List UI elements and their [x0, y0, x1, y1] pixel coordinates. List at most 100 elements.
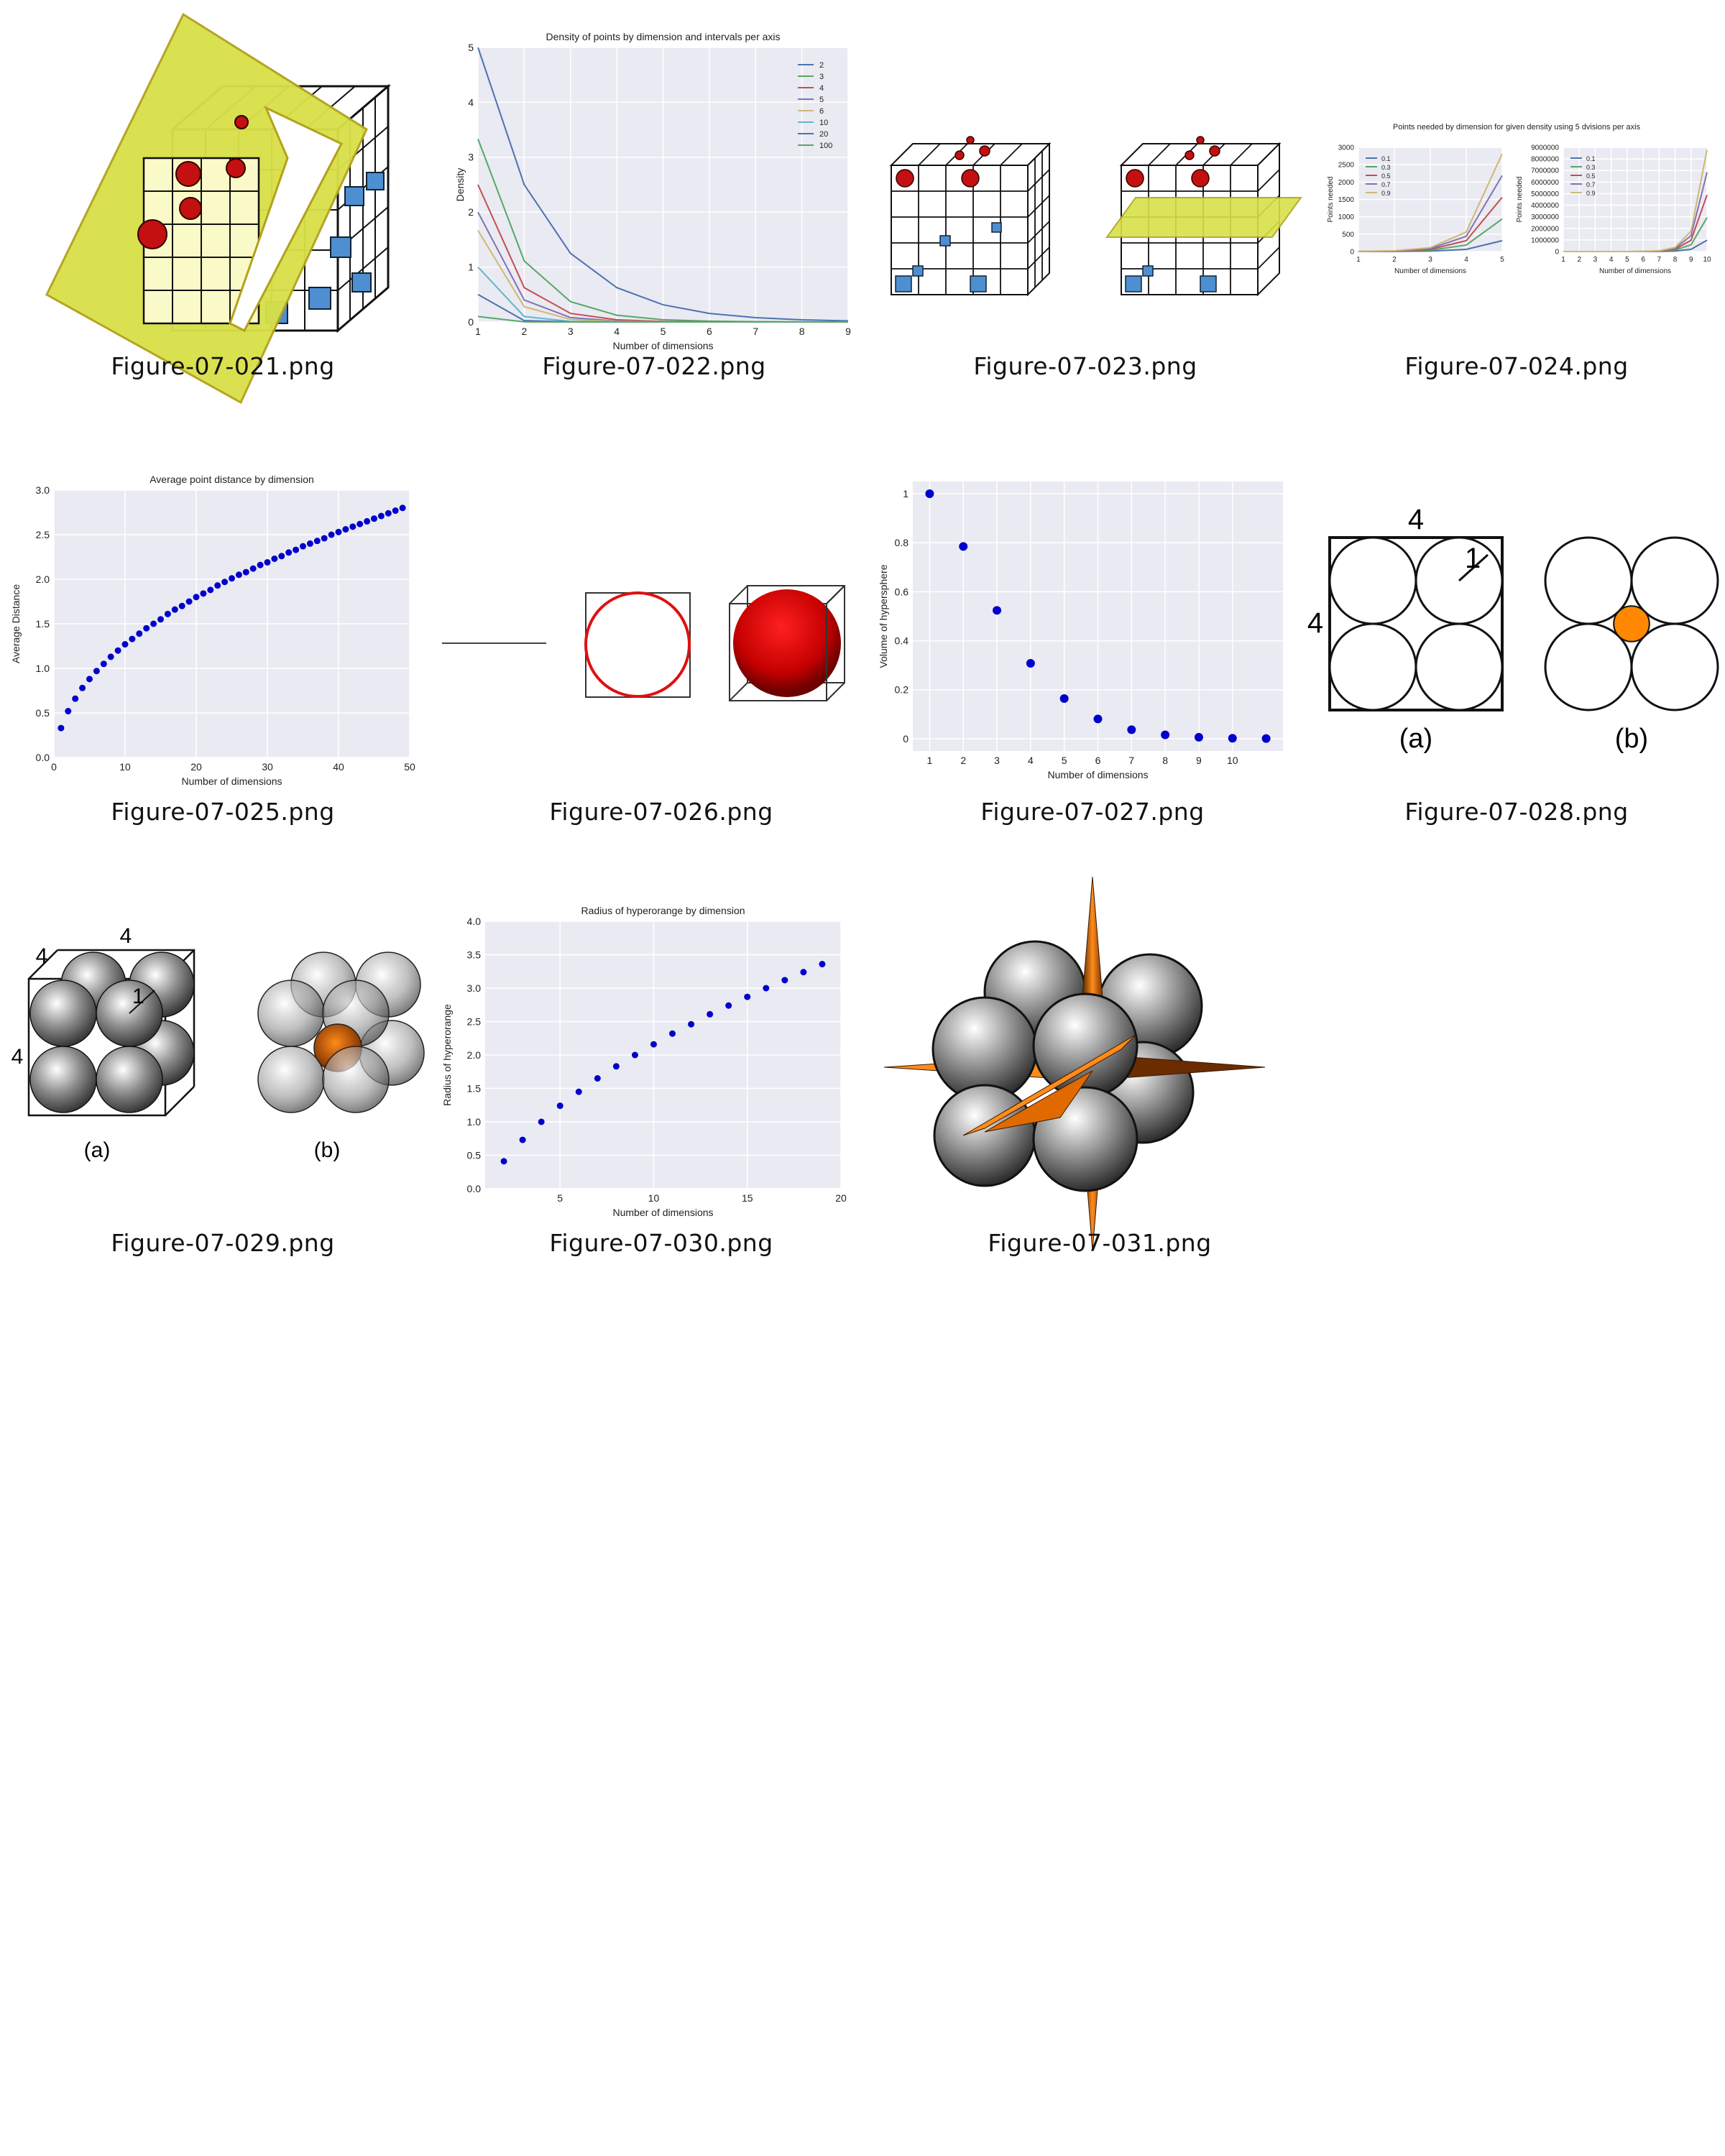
thumbnail-figure-026[interactable]: Figure-07-026.png [431, 460, 845, 834]
thumbnail-figure-021[interactable]: Figure-07-021.png [29, 12, 417, 405]
figure-031-image [883, 876, 1266, 1251]
y-tick-label: 3.0 [36, 484, 50, 496]
x-tick-label: 5 [557, 1192, 563, 1204]
data-point [364, 517, 371, 525]
y-tick-label: 6000000 [1531, 179, 1559, 187]
data-point [631, 1051, 638, 1059]
data-point [1194, 732, 1203, 742]
thumbnail-figure-022[interactable]: 1 2 3 4 5 6 7 8 9 0 1 2 3 4 5 Density of points by dime… [454, 14, 851, 388]
x-tick-label: 10 [648, 1192, 660, 1204]
data-point [157, 616, 164, 623]
thumbnail-filename: Figure-07-023.png [973, 352, 1197, 380]
legend-label: 3 [819, 73, 824, 81]
data-point [293, 546, 300, 553]
dimension-label-top: 4 [120, 924, 132, 948]
thumbnail-figure-029[interactable]: 1 4 4 4 (a) (b) Figure-07-029.png [0, 891, 425, 1265]
y-tick-label: 3000000 [1531, 213, 1559, 221]
thumbnail-figure-025[interactable]: 0 10 20 30 40 50 0.0 0.5 1.0 1.5 2.0 2.5 3.0 Average … [0, 460, 415, 834]
thumbnail-filename: Figure-07-031.png [988, 1229, 1212, 1257]
figure-024-chart: Points needed by dimension for given den… [1327, 123, 1711, 275]
chart-title: Average point distance by dimension [150, 474, 314, 485]
thumbnail-filename: Figure-07-021.png [111, 352, 335, 380]
panel-label-a: (a) [84, 1138, 111, 1162]
data-point [121, 641, 129, 648]
data-point [285, 549, 293, 556]
series-line [1358, 153, 1503, 252]
series-line [1563, 149, 1708, 252]
chart-title: Density of points by dimension and inter… [546, 31, 780, 42]
data-point [136, 630, 143, 637]
x-tick-label: 8 [1162, 755, 1168, 766]
data-point [257, 561, 264, 568]
legend-label: 0.1 [1381, 155, 1391, 162]
legend-label: 5 [819, 96, 824, 104]
series-line [477, 47, 849, 322]
data-point [193, 594, 200, 601]
x-axis-label: Number of dimensions [612, 1207, 713, 1218]
y-tick-label: 0.5 [36, 707, 50, 719]
y-tick-label: 3.5 [467, 949, 482, 960]
thumbnail-figure-031[interactable]: Figure-07-031.png [877, 876, 1266, 1265]
thumbnail-figure-030[interactable]: 5 10 15 20 0.0 0.5 1.0 1.5 2.0 2.5 3.0 3.5 4.0 Radius… [431, 891, 847, 1265]
x-tick-label: 5 [1500, 256, 1504, 264]
dimension-label-depth: 4 [36, 944, 48, 968]
y-tick-label: 2500 [1338, 162, 1355, 170]
y-tick-label: 0 [1555, 249, 1559, 257]
x-axis-label: Number of dimensions [612, 340, 713, 351]
data-point [519, 1136, 526, 1143]
y-tick-label: 5 [468, 42, 474, 53]
data-point [321, 535, 328, 542]
thumbnail-figure-028[interactable]: 4 4 1 (a) (b) Figure-07-028.png [1307, 460, 1719, 834]
data-point [278, 553, 285, 560]
data-point [594, 1075, 601, 1082]
legend-label: 0.3 [1586, 164, 1596, 171]
x-tick-label: 4 [1028, 755, 1034, 766]
data-point [242, 568, 249, 576]
x-tick-label: 5 [661, 326, 666, 337]
y-tick-label: 500 [1342, 231, 1354, 239]
data-point [556, 1102, 564, 1110]
data-point [185, 598, 193, 605]
legend-label: 0.7 [1381, 181, 1391, 188]
thumbnail-figure-023[interactable]: Figure-07-023.png [889, 14, 1302, 388]
data-point [235, 571, 242, 579]
data-point [392, 507, 399, 515]
data-point [342, 526, 349, 533]
thumbnail-filename: Figure-07-028.png [1404, 798, 1629, 826]
data-point [349, 523, 356, 530]
x-axis-label: Number of dimensions [1599, 267, 1671, 275]
data-point [385, 510, 392, 517]
data-point [959, 542, 968, 551]
x-tick-label: 4 [614, 326, 620, 337]
data-point [377, 512, 385, 520]
thumbnail-figure-024[interactable]: Points needed by dimension for given den… [1322, 14, 1711, 388]
legend-label: 4 [819, 84, 824, 93]
x-tick-label: 1 [475, 326, 481, 337]
y-tick-label: 1000 [1338, 213, 1355, 221]
figure-025-chart: 0 10 20 30 40 50 0.0 0.5 1.0 1.5 2.0 2.5 3.0 Average … [10, 474, 415, 787]
data-point [229, 575, 235, 582]
series-line [477, 315, 848, 323]
thumbnail-figure-027[interactable]: 1 2 3 4 5 6 7 8 9 10 0 0.2 0.4 0.6 0.8 1 Number of dimen… [870, 460, 1283, 834]
legend-label: 0.7 [1586, 181, 1596, 188]
y-tick-label: 1.0 [36, 663, 50, 674]
data-point [500, 1158, 507, 1165]
data-point [306, 540, 313, 547]
y-tick-label: 1000000 [1531, 236, 1559, 244]
data-point [612, 1063, 620, 1070]
x-tick-label: 0 [51, 761, 57, 773]
data-point [819, 961, 826, 968]
data-point [114, 647, 121, 654]
x-tick-label: 2 [960, 755, 966, 766]
figure-021-image [45, 12, 392, 405]
data-point [1228, 734, 1237, 743]
data-point [538, 1118, 545, 1125]
legend-label: 0.5 [1586, 172, 1596, 180]
y-tick-label: 1.0 [467, 1116, 482, 1128]
y-tick-label: 0.6 [895, 586, 909, 597]
data-point [1093, 714, 1103, 724]
figure-023-image [889, 136, 1302, 297]
data-point [744, 993, 751, 1000]
data-point [399, 505, 406, 512]
legend-label: 0.9 [1586, 190, 1596, 197]
